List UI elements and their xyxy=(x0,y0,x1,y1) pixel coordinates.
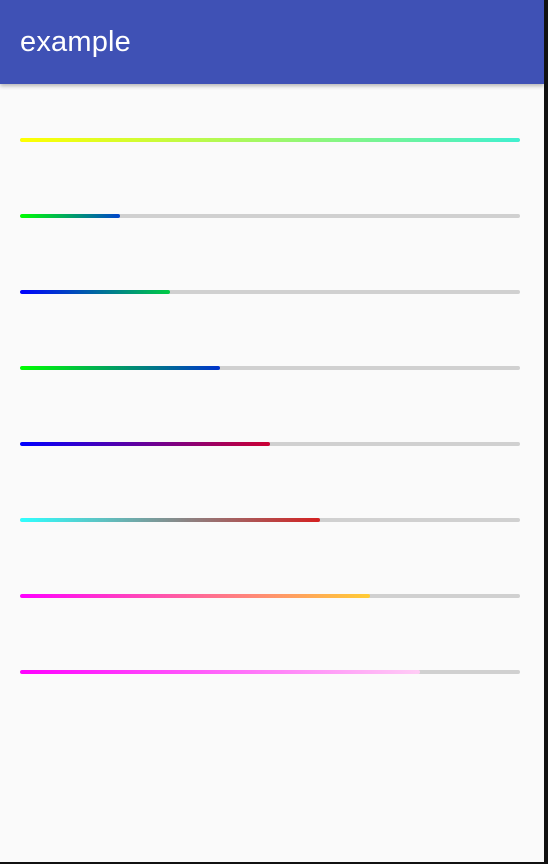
progress-fill-3 xyxy=(20,290,170,294)
gradient-progress-bar-2 xyxy=(20,214,520,218)
screen-bottom-edge xyxy=(0,862,548,864)
gradient-progress-bar-6 xyxy=(20,518,520,522)
progress-fill-6 xyxy=(20,518,320,522)
gradient-progress-bar-3 xyxy=(20,290,520,294)
content-area xyxy=(0,84,544,862)
progress-fill-4 xyxy=(20,366,220,370)
screen-side-edge xyxy=(544,0,548,864)
gradient-progress-bar-1 xyxy=(20,138,520,142)
progress-fill-1 xyxy=(20,138,520,142)
gradient-progress-bar-5 xyxy=(20,442,520,446)
gradient-progress-bar-7 xyxy=(20,594,520,598)
progress-fill-8 xyxy=(20,670,420,674)
progress-fill-7 xyxy=(20,594,370,598)
app-bar: example xyxy=(0,0,544,84)
progress-fill-5 xyxy=(20,442,270,446)
gradient-progress-bar-4 xyxy=(20,366,520,370)
gradient-progress-bar-8 xyxy=(20,670,520,674)
progress-fill-2 xyxy=(20,214,120,218)
app-title: example xyxy=(20,26,132,58)
